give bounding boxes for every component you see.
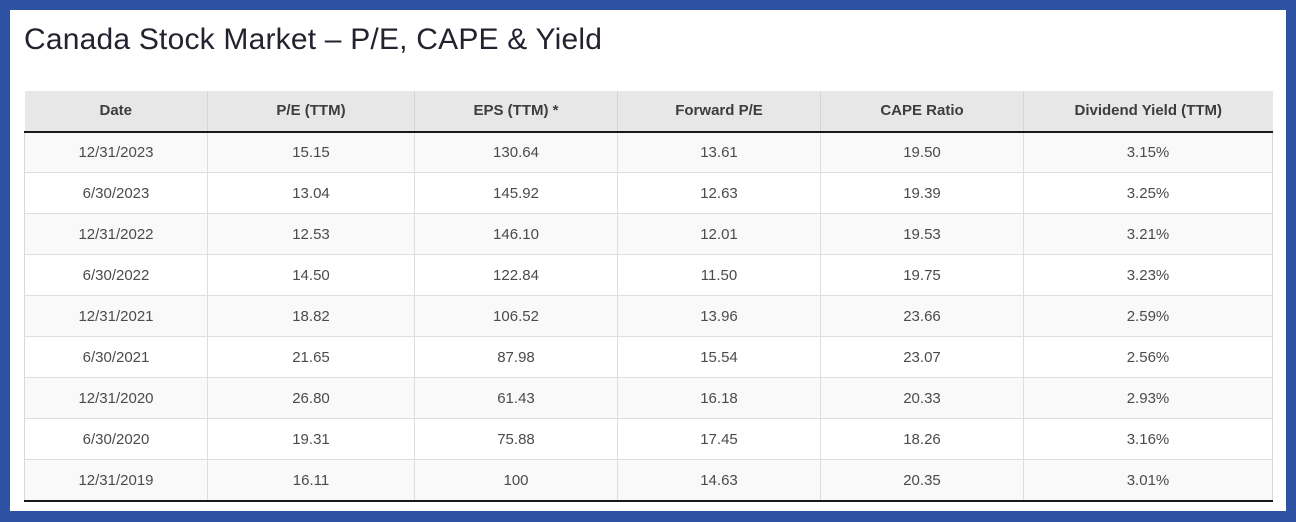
table-row: 6/30/2020 19.31 75.88 17.45 18.26 3.16% — [24, 418, 1273, 461]
table-cell: 23.07 — [820, 336, 1024, 379]
market-data-table: Date P/E (TTM) EPS (TTM) * Forward P/E CAPE … — [24, 90, 1273, 502]
table-cell: 13.61 — [617, 131, 821, 174]
table-cell: 12.63 — [617, 172, 821, 215]
column-header: Dividend Yield (TTM) — [1023, 90, 1273, 133]
table-cell: 146.10 — [414, 213, 618, 256]
table-cell: 3.16% — [1023, 418, 1273, 461]
table-cell: 16.11 — [207, 459, 415, 502]
table-cell: 19.75 — [820, 254, 1024, 297]
table-cell: 18.26 — [820, 418, 1024, 461]
table-cell: 15.15 — [207, 131, 415, 174]
table-cell: 3.23% — [1023, 254, 1273, 297]
table-row: 12/31/2020 26.80 61.43 16.18 20.33 2.93% — [24, 377, 1273, 420]
table-cell: 12.01 — [617, 213, 821, 256]
table-row: 12/31/2022 12.53 146.10 12.01 19.53 3.21% — [24, 213, 1273, 256]
table-header-row: Date P/E (TTM) EPS (TTM) * Forward P/E CAPE … — [24, 90, 1273, 133]
table-cell: 14.63 — [617, 459, 821, 502]
table-cell: 12/31/2021 — [24, 295, 208, 338]
table-cell: 6/30/2021 — [24, 336, 208, 379]
table-cell: 23.66 — [820, 295, 1024, 338]
column-header: Forward P/E — [617, 90, 821, 133]
table-cell: 19.39 — [820, 172, 1024, 215]
table-cell: 6/30/2022 — [24, 254, 208, 297]
column-header: CAPE Ratio — [820, 90, 1024, 133]
table-cell: 16.18 — [617, 377, 821, 420]
table-body: 12/31/2023 15.15 130.64 13.61 19.50 3.15% 6/30… — [24, 131, 1273, 502]
table-cell: 100 — [414, 459, 618, 502]
table-cell: 26.80 — [207, 377, 415, 420]
table-cell: 20.35 — [820, 459, 1024, 502]
table-row: 6/30/2023 13.04 145.92 12.63 19.39 3.25% — [24, 172, 1273, 215]
table-cell: 3.15% — [1023, 131, 1273, 174]
table-cell: 12.53 — [207, 213, 415, 256]
table-cell: 19.50 — [820, 131, 1024, 174]
table-cell: 20.33 — [820, 377, 1024, 420]
table-cell: 6/30/2023 — [24, 172, 208, 215]
table-cell: 11.50 — [617, 254, 821, 297]
table-cell: 15.54 — [617, 336, 821, 379]
table-cell: 87.98 — [414, 336, 618, 379]
table-cell: 2.93% — [1023, 377, 1273, 420]
table-row: 12/31/2021 18.82 106.52 13.96 23.66 2.59% — [24, 295, 1273, 338]
table-cell: 2.59% — [1023, 295, 1273, 338]
page-title: Canada Stock Market – P/E, CAPE & Yield — [24, 23, 603, 56]
table-cell: 6/30/2020 — [24, 418, 208, 461]
table-cell: 75.88 — [414, 418, 618, 461]
market-data-table-container: Date P/E (TTM) EPS (TTM) * Forward P/E CAPE … — [24, 90, 1273, 502]
table-header: Date P/E (TTM) EPS (TTM) * Forward P/E CAPE … — [24, 90, 1273, 133]
table-cell: 3.21% — [1023, 213, 1273, 256]
table-cell: 12/31/2022 — [24, 213, 208, 256]
column-header: Date — [24, 90, 208, 133]
table-cell: 12/31/2019 — [24, 459, 208, 502]
table-row: 6/30/2022 14.50 122.84 11.50 19.75 3.23% — [24, 254, 1273, 297]
table-cell: 12/31/2020 — [24, 377, 208, 420]
column-header: EPS (TTM) * — [414, 90, 618, 133]
table-cell: 122.84 — [414, 254, 618, 297]
table-row: 6/30/2021 21.65 87.98 15.54 23.07 2.56% — [24, 336, 1273, 379]
table-cell: 130.64 — [414, 131, 618, 174]
table-row: 12/31/2023 15.15 130.64 13.61 19.50 3.15% — [24, 131, 1273, 174]
table-cell: 12/31/2023 — [24, 131, 208, 174]
table-cell: 21.65 — [207, 336, 415, 379]
table-cell: 3.25% — [1023, 172, 1273, 215]
table-cell: 13.96 — [617, 295, 821, 338]
table-cell: 2.56% — [1023, 336, 1273, 379]
table-cell: 61.43 — [414, 377, 618, 420]
table-cell: 17.45 — [617, 418, 821, 461]
column-header: P/E (TTM) — [207, 90, 415, 133]
table-cell: 13.04 — [207, 172, 415, 215]
table-cell: 3.01% — [1023, 459, 1273, 502]
table-cell: 19.53 — [820, 213, 1024, 256]
table-cell: 106.52 — [414, 295, 618, 338]
table-cell: 18.82 — [207, 295, 415, 338]
table-cell: 14.50 — [207, 254, 415, 297]
table-cell: 19.31 — [207, 418, 415, 461]
table-row: 12/31/2019 16.11 100 14.63 20.35 3.01% — [24, 459, 1273, 502]
table-cell: 145.92 — [414, 172, 618, 215]
